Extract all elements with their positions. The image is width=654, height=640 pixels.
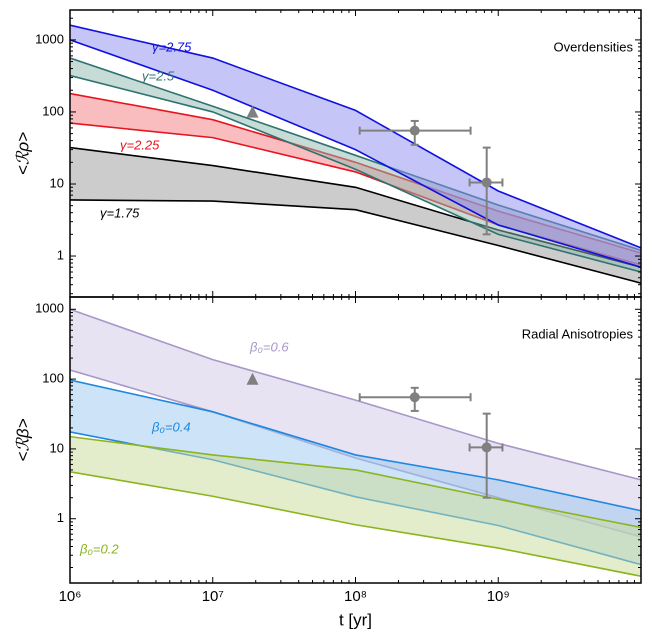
curve-label: β₀=0.4 xyxy=(151,419,191,434)
y-tick-label: 1 xyxy=(57,247,64,262)
band-edge xyxy=(70,471,641,578)
curve-label: γ=2.25 xyxy=(120,137,160,152)
y-tick-label: 1000 xyxy=(35,31,64,46)
curve-label: γ=2.5 xyxy=(142,68,175,83)
y-tick-label: 100 xyxy=(42,103,64,118)
x-tick-label: 10⁶ xyxy=(59,588,82,605)
band-fill xyxy=(70,436,641,577)
y-tick-label: 1000 xyxy=(35,301,64,316)
curve-label: β₀=0.6 xyxy=(249,339,289,354)
y-axis-label: <ℛρ> xyxy=(13,132,32,175)
curve-label: β₀=0.2 xyxy=(79,541,119,556)
data-point xyxy=(246,372,259,385)
annotation: Radial Anisotropies xyxy=(522,326,634,341)
x-tick-label: 10⁹ xyxy=(487,588,510,605)
data-point xyxy=(481,442,492,453)
y-axis-label: <ℛβ> xyxy=(13,418,32,461)
data-point xyxy=(409,392,420,403)
band-edge xyxy=(70,379,641,512)
annotation: Overdensities xyxy=(554,39,634,54)
band-edge xyxy=(70,435,641,529)
x-tick-label: 10⁸ xyxy=(344,588,367,605)
x-tick-label: 10⁷ xyxy=(202,588,224,605)
y-tick-label: 10 xyxy=(50,175,64,190)
data-point xyxy=(246,105,259,118)
band-fill xyxy=(70,147,641,284)
band-fill xyxy=(70,25,641,268)
plot-area xyxy=(70,308,641,578)
band-edge xyxy=(70,39,641,268)
data-point xyxy=(481,177,492,188)
curve-label: γ=2.75 xyxy=(152,39,192,54)
x-axis-label: t [yr] xyxy=(339,610,372,629)
band-edge xyxy=(70,199,641,284)
curve-label: γ=1.75 xyxy=(100,205,140,220)
y-tick-label: 1 xyxy=(57,510,64,525)
plot-area xyxy=(70,24,641,284)
y-tick-label: 10 xyxy=(50,440,64,455)
data-point xyxy=(409,125,420,136)
y-tick-label: 100 xyxy=(42,371,64,386)
band-edge xyxy=(70,74,641,273)
band-edge xyxy=(70,308,641,481)
band-edge xyxy=(70,24,641,249)
